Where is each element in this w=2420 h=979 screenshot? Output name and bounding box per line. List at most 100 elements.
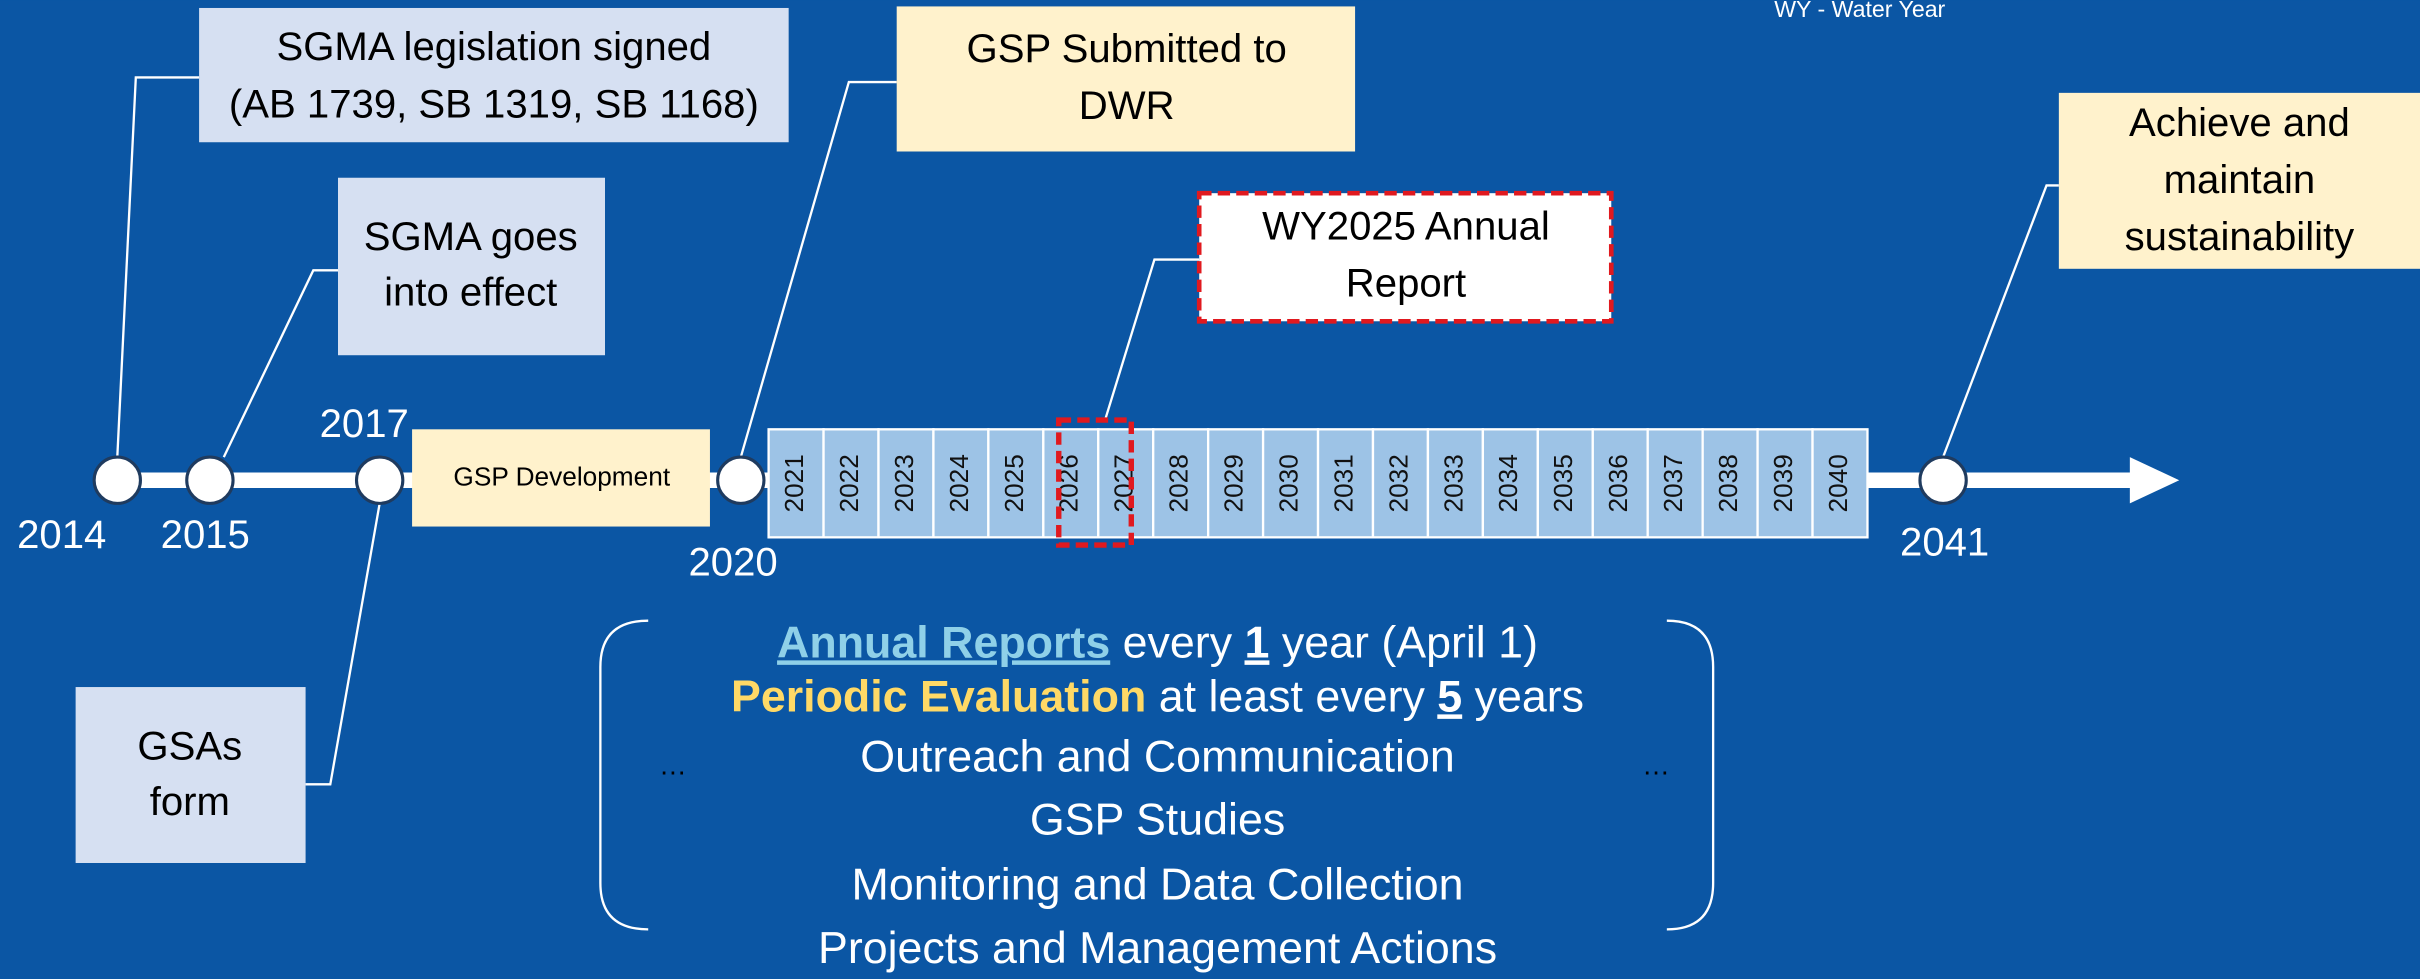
year-cell [1097, 428, 1155, 539]
connector [739, 80, 897, 458]
ellipsis: … [659, 750, 687, 781]
milestone-box: SGMA goes into effect [337, 177, 605, 356]
year-cell-label: 2028 [1164, 454, 1194, 512]
year-cell [1371, 428, 1430, 539]
highlight-box: WY2025 Annual Report [1196, 190, 1614, 324]
year-cell [1756, 428, 1814, 539]
year-cell [1811, 428, 1869, 539]
periodic-line: Periodic Evaluation at least every 5 yea… [731, 671, 1584, 721]
timeline-arrow [2129, 457, 2180, 504]
year-cell [1701, 428, 1759, 539]
box [1196, 190, 1614, 324]
year-highlight [1056, 417, 1134, 548]
milestone-dot [185, 455, 235, 505]
box [199, 7, 789, 143]
year-cell-label: 2040 [1823, 454, 1853, 512]
box-text: SGMA goes [364, 214, 578, 259]
year-cell-label: 2029 [1219, 454, 1249, 512]
year-cell [932, 428, 990, 539]
year-cell-label: 2022 [834, 454, 864, 512]
milestone-box: Achieve and maintain sustainability [2058, 92, 2420, 269]
annual-years: 2021 2022 2023 2024 2025 2026 2027 2028 2029 2030… [767, 428, 1869, 539]
year-cell-label: 2032 [1383, 454, 1413, 512]
box-text: SGMA legislation signed [276, 24, 711, 69]
year-cell [1261, 428, 1320, 539]
year-label: 2014 [17, 512, 106, 557]
milestone-box: GSAs form [75, 687, 306, 863]
text: at least every [1146, 671, 1437, 721]
annual-line: Annual Reports every 1 year (April 1) [777, 617, 1538, 667]
milestone-dot [92, 455, 142, 505]
year-cell [1426, 428, 1485, 539]
year-cell [1536, 428, 1594, 539]
activity: GSP Studies [1030, 795, 1285, 845]
box-text: (AB 1739, SB 1319, SB 1168) [229, 81, 759, 126]
connector [116, 76, 200, 458]
connector [1103, 258, 1200, 421]
milestone-box: GSP Submitted to DWR [896, 6, 1356, 152]
year-cell-label: 2038 [1713, 454, 1743, 512]
box-text: DWR [1079, 83, 1175, 128]
milestone-box: SGMA legislation signed (AB 1739, SB 131… [199, 7, 789, 143]
milestone-dot [354, 455, 405, 505]
box-text: GSAs [137, 723, 242, 768]
year-cell-label: 2031 [1328, 454, 1358, 512]
year-cell-label: 2034 [1493, 454, 1523, 512]
connector [305, 503, 381, 786]
year-label: 2020 [688, 540, 777, 585]
year-cell-label: 2026 [1054, 454, 1084, 512]
milestone-dot [716, 455, 766, 505]
text: 5 [1437, 671, 1462, 721]
box-text: Achieve and [2129, 100, 2350, 145]
year-cell-label: 2036 [1603, 454, 1633, 512]
year-cell-label: 2027 [1109, 454, 1139, 512]
year-cell-label: 2030 [1273, 454, 1303, 512]
year-cell-label: 2024 [944, 454, 974, 512]
box [75, 687, 306, 863]
year-cell-label: 2039 [1768, 454, 1798, 512]
gsp-development-box [412, 429, 710, 527]
text: year (April 1) [1269, 617, 1538, 667]
connector [222, 269, 338, 458]
box [2058, 92, 2420, 269]
year-cell [1646, 428, 1704, 539]
bracket-right [1666, 619, 1715, 931]
year-cell [1042, 428, 1100, 539]
year-cell [822, 428, 880, 539]
text: every [1110, 617, 1244, 667]
year-cell-label: 2021 [779, 454, 809, 512]
year-cell-label: 2033 [1438, 454, 1468, 512]
year-label: 2041 [1900, 520, 1989, 565]
box [337, 177, 605, 356]
year-cell-label: 2037 [1658, 454, 1688, 512]
year-label: 2017 [320, 401, 409, 446]
box [896, 6, 1356, 152]
box-text: maintain [2164, 157, 2316, 202]
text: years [1462, 671, 1584, 721]
text: 1 [1245, 617, 1270, 667]
year-cell [1152, 428, 1210, 539]
activity: Monitoring and Data Collection [852, 860, 1464, 910]
year-cell-label: 2025 [999, 454, 1029, 512]
box-text: WY2025 Annual [1262, 203, 1550, 248]
ellipsis: … [1642, 750, 1670, 781]
year-cell [1481, 428, 1539, 539]
text: Annual Reports [777, 617, 1110, 667]
year-cell [1316, 428, 1375, 539]
activity: Projects and Management Actions [818, 923, 1497, 973]
year-label: 2015 [161, 512, 250, 557]
box-text: form [150, 779, 230, 824]
year-cell-label: 2023 [889, 454, 919, 512]
box-text: GSP Submitted to [967, 26, 1287, 71]
gsp-development-label: GSP Development [453, 462, 670, 492]
activity: Outreach and Communication [860, 731, 1454, 781]
connector [1942, 184, 2059, 458]
box-text: Report [1346, 260, 1466, 305]
year-cell [1206, 428, 1265, 539]
bracket-left [599, 619, 649, 931]
box-text: sustainability [2125, 214, 2355, 259]
box-text: into effect [384, 270, 557, 315]
note: WY - Water Year [1774, 0, 1945, 22]
